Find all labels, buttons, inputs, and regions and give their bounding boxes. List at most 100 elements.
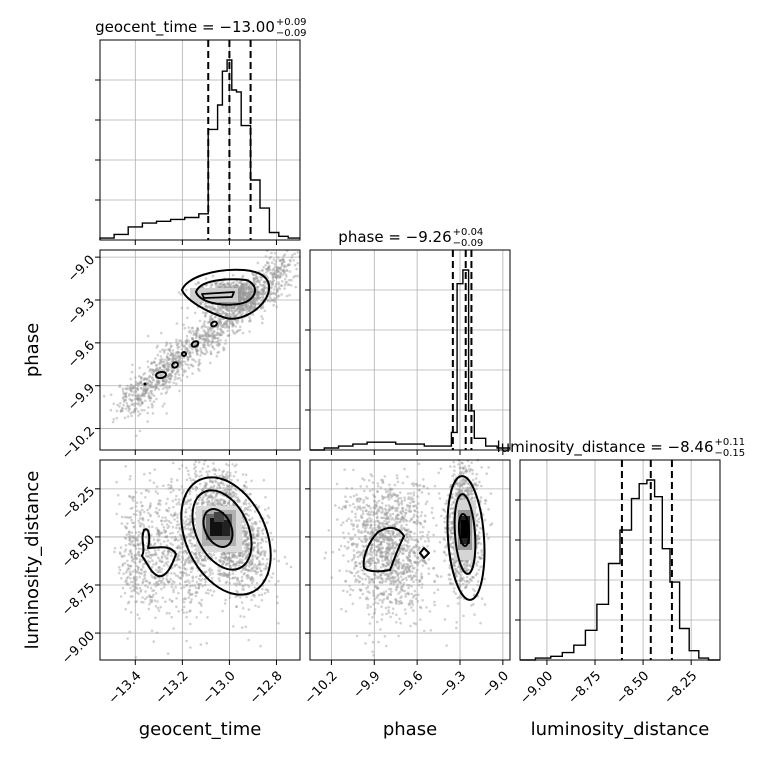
sample-point — [261, 557, 265, 561]
sample-point — [146, 411, 149, 415]
sample-point — [224, 555, 228, 558]
sample-point — [349, 588, 353, 591]
sample-point — [144, 590, 147, 593]
sample-point — [140, 408, 144, 412]
sample-point — [191, 579, 194, 583]
sample-point — [186, 355, 189, 359]
sample-point — [162, 525, 166, 529]
sample-point — [146, 383, 149, 387]
sample-point — [212, 486, 215, 489]
sample-point — [256, 280, 259, 284]
sample-point — [204, 315, 207, 318]
sample-point — [261, 288, 264, 291]
sample-point — [225, 306, 228, 309]
sample-point — [217, 468, 221, 472]
sample-point — [120, 515, 124, 519]
sample-point — [203, 320, 207, 323]
sample-point — [153, 388, 157, 392]
sample-point — [168, 347, 172, 351]
sample-point — [226, 324, 229, 328]
sample-point — [138, 510, 142, 513]
sample-point — [135, 382, 139, 385]
sample-point — [167, 483, 170, 487]
sample-point — [164, 600, 167, 603]
sample-point — [249, 509, 252, 512]
sample-point — [395, 621, 398, 624]
sample-point — [220, 556, 224, 559]
sample-point — [241, 276, 244, 279]
sample-point — [194, 556, 198, 560]
sample-point — [155, 397, 158, 401]
sample-point — [161, 348, 164, 351]
sample-point — [176, 478, 179, 482]
sample-point — [231, 273, 235, 277]
sample-point — [236, 590, 239, 594]
sample-point — [115, 512, 118, 516]
sample-point — [135, 587, 139, 590]
sample-point — [147, 607, 151, 611]
sample-point — [204, 591, 208, 595]
sample-point — [137, 547, 141, 550]
sample-point — [128, 570, 132, 574]
sample-point — [131, 535, 134, 538]
sample-point — [166, 539, 170, 542]
sample-point — [274, 260, 278, 263]
sample-point — [198, 319, 202, 323]
sample-point — [148, 384, 151, 388]
sample-point — [150, 389, 153, 393]
sample-point — [201, 584, 205, 588]
sample-point — [285, 562, 289, 565]
sample-point — [262, 528, 265, 531]
sample-point — [180, 367, 184, 370]
sample-point — [198, 336, 202, 339]
sample-point — [130, 552, 133, 556]
sample-point — [132, 499, 135, 503]
sample-point — [234, 325, 237, 328]
sample-point — [177, 557, 180, 561]
sample-point — [134, 561, 137, 565]
sample-point — [209, 352, 213, 356]
sample-point — [135, 591, 139, 594]
sample-point — [224, 598, 227, 602]
sample-point — [261, 290, 265, 293]
sample-point — [175, 494, 178, 498]
sample-point — [277, 294, 281, 298]
sample-point — [279, 271, 283, 275]
sample-point — [263, 285, 267, 289]
sample-point — [153, 549, 157, 552]
sample-point — [132, 521, 136, 525]
sample-point — [134, 554, 137, 557]
sample-point — [144, 579, 148, 583]
sample-point — [186, 357, 190, 361]
sample-point — [139, 525, 142, 528]
sample-point — [176, 377, 179, 380]
sample-point — [288, 258, 292, 262]
sample-point — [234, 595, 238, 598]
sample-point — [223, 501, 226, 504]
sample-point — [117, 571, 121, 575]
sample-point — [270, 576, 273, 579]
sample-point — [192, 537, 196, 540]
sample-point — [137, 401, 140, 405]
sample-point — [144, 496, 147, 499]
sample-point — [327, 529, 331, 532]
sample-point — [127, 567, 131, 571]
sample-point — [174, 375, 177, 379]
sample-point — [185, 288, 188, 292]
sample-point — [277, 282, 281, 286]
sample-point — [195, 580, 199, 584]
sample-point — [150, 391, 153, 395]
sample-point — [195, 348, 199, 351]
sample-point — [157, 609, 161, 612]
sample-point — [260, 599, 264, 602]
sample-point — [156, 386, 159, 389]
sample-point — [241, 607, 245, 610]
sample-point — [292, 259, 296, 262]
sample-point — [170, 480, 173, 484]
sample-point — [239, 312, 242, 315]
sample-point — [261, 294, 265, 298]
sample-point — [275, 276, 279, 280]
sample-point — [133, 568, 137, 572]
sample-point — [119, 552, 122, 556]
sample-point — [290, 256, 294, 259]
